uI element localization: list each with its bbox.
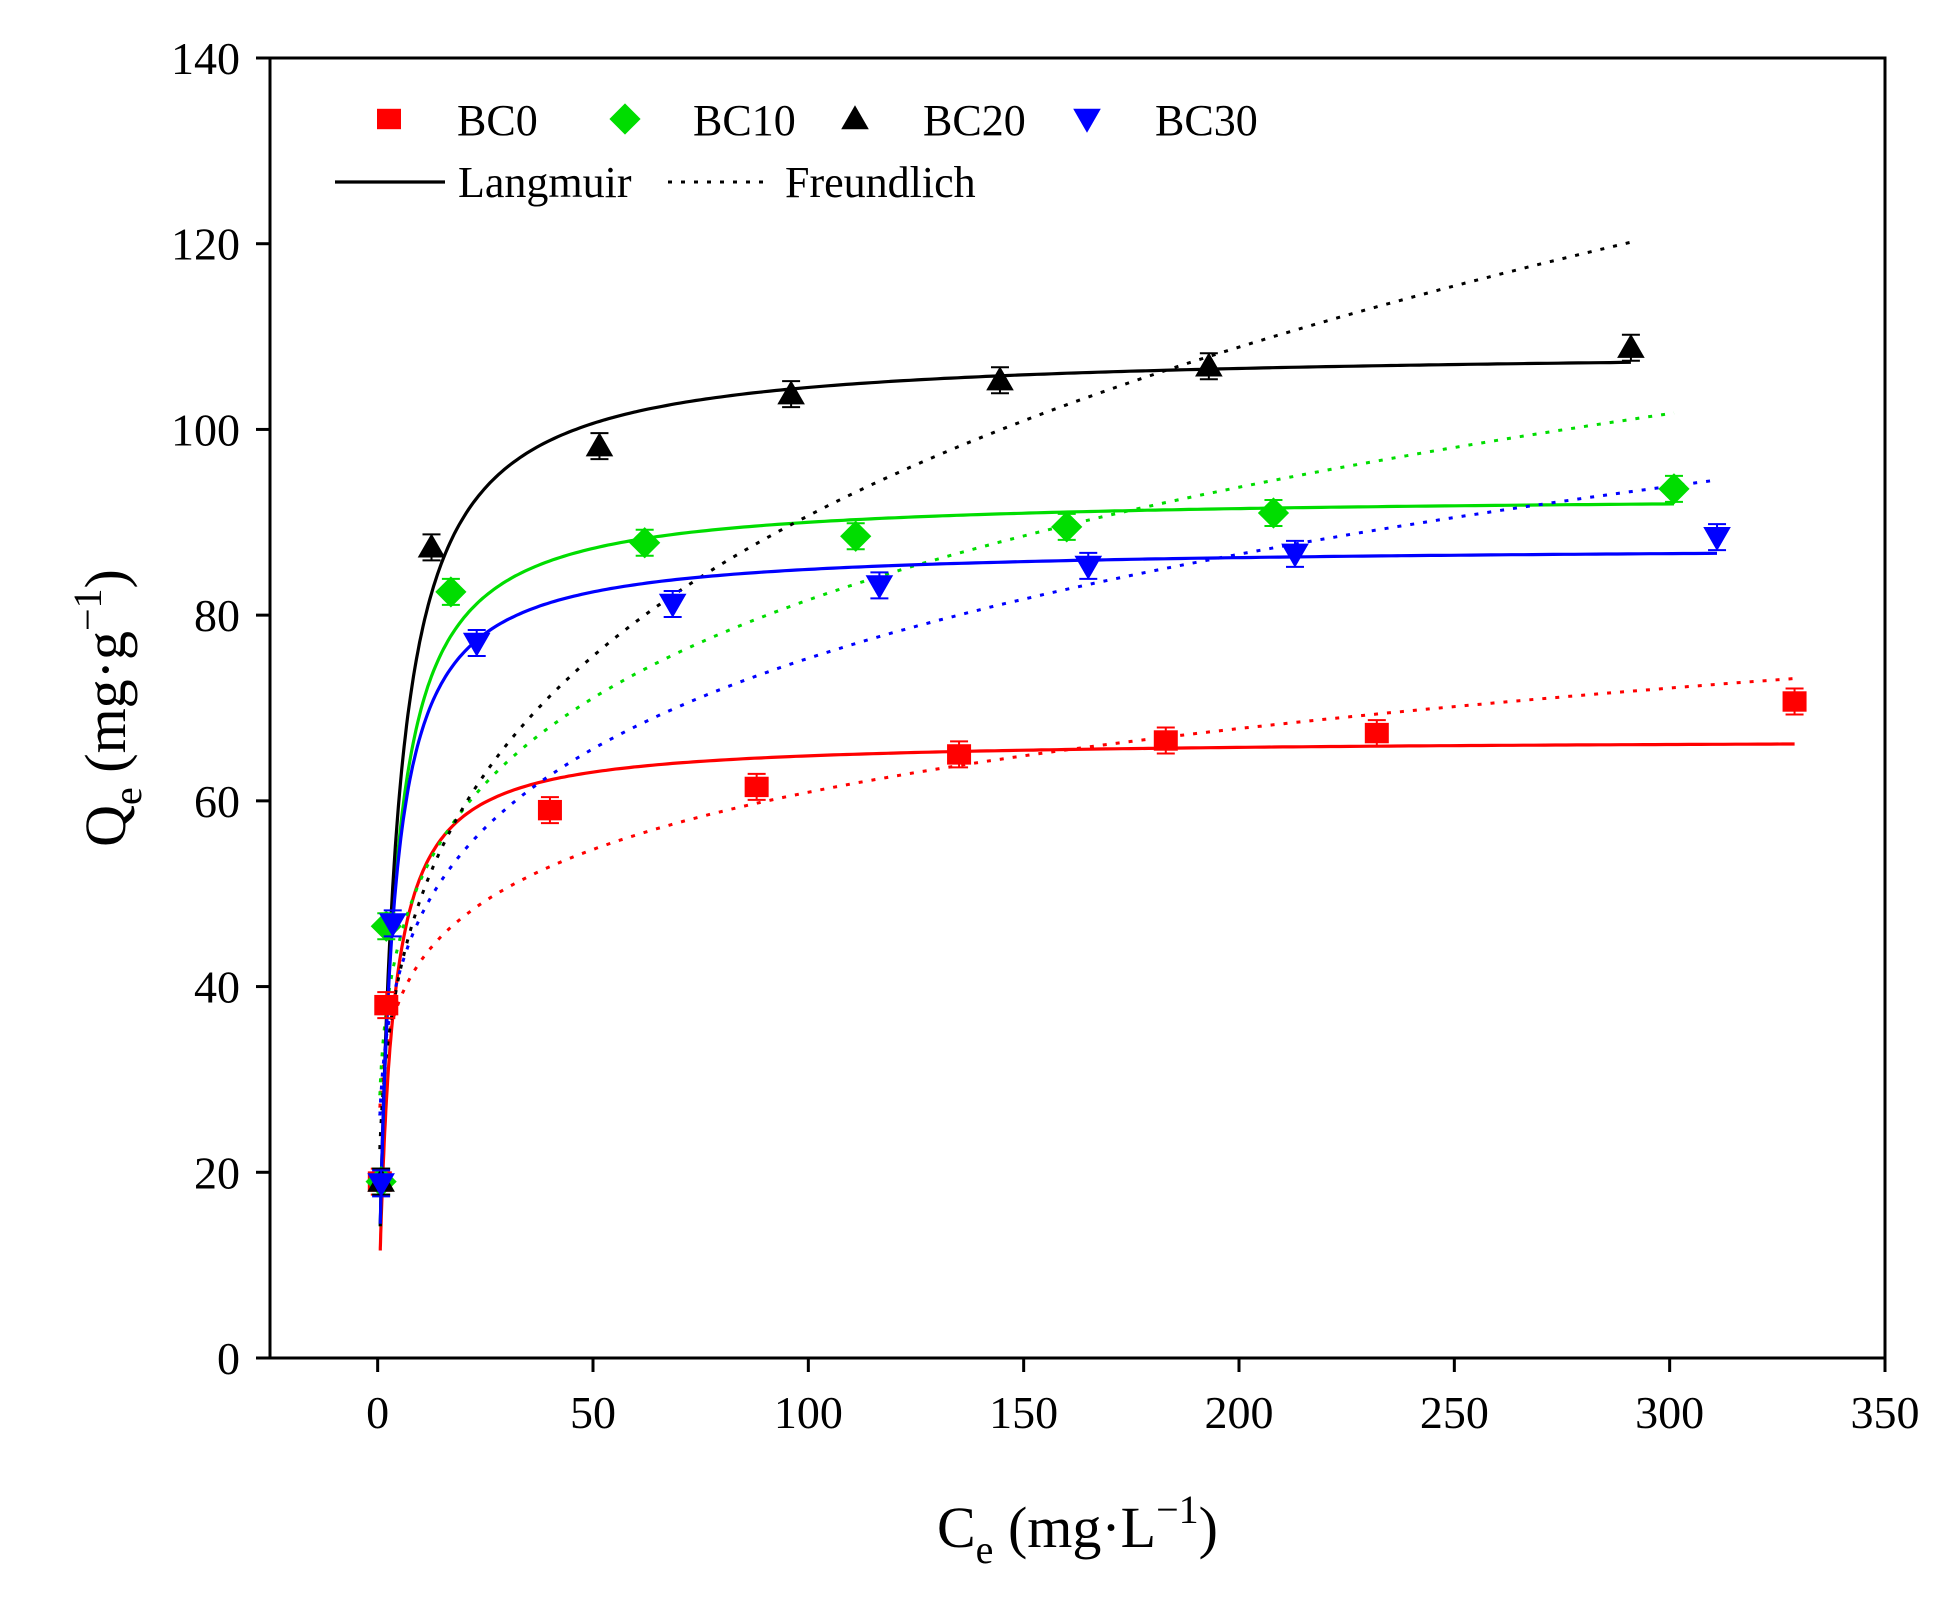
y-tick-label: 60 <box>194 776 240 827</box>
bc10-point <box>1658 473 1690 505</box>
legend-bc0-label: BC0 <box>457 96 538 145</box>
bc0-point <box>1364 722 1389 744</box>
bc30-point <box>658 593 687 618</box>
bc20-point <box>1617 333 1645 358</box>
bc10-langmuir-curve <box>378 502 1675 1227</box>
x-tick-label: 200 <box>1205 1387 1274 1438</box>
bc10-point <box>840 520 872 552</box>
legend-bc20-label: BC20 <box>923 96 1026 145</box>
bc0-point <box>1782 691 1807 712</box>
x-tick-label: 50 <box>570 1387 616 1438</box>
legend: BC0 BC10 BC20 BC30 Langmuir Freundlich <box>335 96 1258 207</box>
bc0-point <box>374 994 399 1016</box>
plot-frame <box>268 56 1887 1360</box>
bc0-point <box>1153 730 1178 751</box>
legend-langmuir-label: Langmuir <box>458 158 632 207</box>
x-axis-title: Ce (mg·L−1) <box>937 1487 1218 1572</box>
bc20-point <box>1195 352 1223 377</box>
y-tick-label: 140 <box>171 33 240 84</box>
bc30-point <box>1703 526 1731 551</box>
fit-curves <box>378 240 1795 1251</box>
y-axis-title: Qe (mg·g−1) <box>65 569 150 847</box>
bc30-freundlich-curve <box>378 478 1718 1116</box>
y-tick-label: 20 <box>194 1147 240 1198</box>
legend-bc0-marker <box>377 108 401 130</box>
x-tick-label: 100 <box>774 1387 843 1438</box>
y-tick-label: 0 <box>217 1333 240 1384</box>
bc10-point <box>370 910 402 942</box>
bc30-point <box>378 913 407 938</box>
axes: 0 50 100 150 200 250 300 350 0 20 40 60 80 100 120 140 C… <box>65 33 1920 1572</box>
bc0-point <box>537 799 562 821</box>
bc0-freundlich-curve <box>378 677 1795 1108</box>
bc30-point <box>462 632 491 657</box>
bc20-langmuir-curve <box>378 360 1631 1227</box>
x-tick-label: 300 <box>1635 1387 1704 1438</box>
x-tick-label: 150 <box>989 1387 1058 1438</box>
legend-bc20-marker <box>841 105 869 130</box>
x-tick-label: 250 <box>1420 1387 1489 1438</box>
bc30-point <box>367 1173 395 1198</box>
bc10-point <box>1051 511 1083 543</box>
x-tick-label: 0 <box>366 1387 389 1438</box>
bc30-point <box>865 575 894 600</box>
legend-bc30-label: BC30 <box>1155 96 1258 145</box>
bc30-point <box>1074 555 1103 580</box>
bc20-freundlich-curve <box>378 240 1632 1150</box>
y-tick-label: 120 <box>171 219 240 270</box>
bc0-point <box>744 776 769 798</box>
bc10-point <box>629 527 661 559</box>
y-tick-label: 100 <box>171 404 240 455</box>
bc0-point <box>947 744 972 765</box>
bc30-langmuir-curve <box>378 551 1718 1224</box>
bc10-point <box>1257 497 1290 529</box>
bc0-langmuir-curve <box>378 742 1795 1251</box>
bc20-point <box>585 432 614 457</box>
y-tick-label: 40 <box>194 962 240 1013</box>
legend-bc30-marker <box>1073 108 1101 133</box>
bc20-point <box>986 366 1014 391</box>
x-tick-label: 350 <box>1851 1387 1920 1438</box>
bc10-point <box>435 576 467 608</box>
bc30-point <box>1281 543 1309 568</box>
data-markers <box>365 333 1807 1198</box>
y-tick-label: 80 <box>194 590 240 641</box>
legend-freundlich-label: Freundlich <box>785 158 976 207</box>
legend-bc10-label: BC10 <box>693 96 796 145</box>
legend-bc10-marker <box>609 103 641 135</box>
bc20-point <box>777 380 805 405</box>
bc20-point <box>417 533 446 558</box>
